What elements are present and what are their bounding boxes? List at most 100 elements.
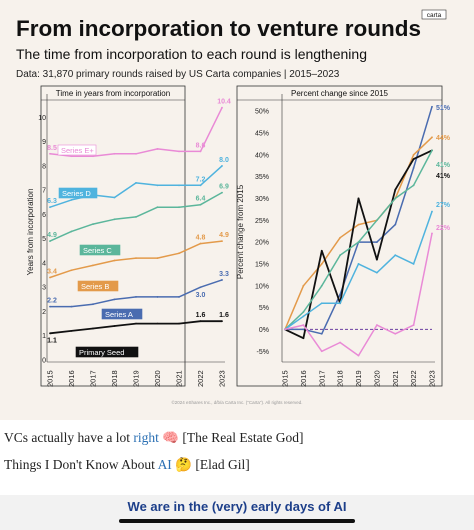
page-subtitle: The time from incorporation to each roun… — [16, 46, 367, 62]
data-point — [70, 230, 73, 233]
home-indicator[interactable] — [119, 519, 355, 523]
y-tick-label: 4 — [42, 260, 46, 267]
data-point — [320, 284, 323, 287]
data-point — [394, 223, 397, 226]
mid-value-label: 4.8 — [196, 235, 206, 242]
panel-time-in-years: Time in years from incorporation 0 1 2 3 4 5 6 7… — [26, 85, 231, 387]
data-point — [412, 263, 415, 265]
y-tick-label: 1 — [42, 333, 46, 340]
data-point — [302, 324, 305, 326]
data-point — [92, 155, 94, 158]
y-tick-label: 3 — [42, 285, 46, 292]
data-point — [284, 328, 286, 331]
data-point — [357, 263, 360, 265]
data-point — [199, 203, 202, 206]
data-point — [412, 158, 415, 161]
data-point — [221, 320, 223, 323]
start-value-label: 6.3 — [47, 198, 57, 205]
series-name-label: Series A — [105, 310, 133, 319]
data-point — [431, 149, 433, 152]
start-value-label: 2.2 — [47, 298, 57, 305]
data-point — [302, 284, 305, 287]
y-tick-label: 40% — [255, 152, 269, 159]
y-tick-label: -5% — [257, 349, 269, 356]
right-link[interactable]: right — [133, 430, 159, 445]
bottom-title[interactable]: We are in the (very) early days of AI — [127, 499, 347, 514]
x-tick-label: 2022 — [196, 370, 205, 387]
data-point — [135, 257, 137, 260]
x-tick-label: 2015 — [46, 370, 55, 387]
data-point — [113, 298, 116, 301]
start-value-label: 8.5 — [47, 145, 57, 152]
page-title: From incorporation to venture rounds — [16, 16, 421, 41]
data-point — [375, 271, 378, 274]
y-tick-label: 25% — [255, 218, 269, 225]
panel-frame — [40, 85, 186, 387]
x-tick-label: 2019 — [354, 370, 363, 387]
data-point — [199, 242, 202, 245]
thinking-emoji-icon: 🤔 — [175, 457, 192, 472]
y-tick-label: 5 — [42, 236, 46, 243]
reading-item-1: VCs actually have a lot right 🧠 [The Rea… — [4, 430, 303, 446]
end-value-label: 4.9 — [219, 232, 229, 239]
data-point — [135, 152, 137, 155]
data-point — [375, 219, 378, 222]
data-point — [320, 302, 323, 305]
end-value-label: 51% — [436, 105, 451, 112]
series-name-tag — [101, 308, 143, 320]
data-point — [302, 311, 305, 313]
x-tick-label: 2020 — [153, 370, 162, 387]
x-tick-label: 2017 — [317, 370, 326, 387]
data-point — [113, 196, 116, 199]
data-point — [320, 350, 323, 353]
y-tick-label: 15% — [255, 261, 269, 268]
data-point — [199, 320, 202, 323]
panel-percent-change: Percent change since 2015 -5% 0% 5% 10% 15% 20… — [236, 85, 451, 387]
reading-item-1-prefix: VCs actually have a lot — [4, 430, 134, 445]
x-tick-label: 2023 — [428, 370, 437, 387]
series-name-label: Series E+ — [61, 146, 94, 155]
data-point — [394, 188, 397, 191]
series-name-label: Series B — [81, 282, 109, 291]
data-point — [156, 206, 159, 209]
data-point — [221, 279, 223, 281]
y-tick-label: 7 — [42, 188, 46, 195]
y-axis-label: Percent change from 2015 — [236, 184, 245, 279]
end-value-label: 22% — [436, 225, 451, 232]
ai-link[interactable]: AI — [157, 457, 172, 472]
data-point — [339, 254, 342, 257]
data-point — [92, 327, 94, 330]
mid-value-label: 8.6 — [196, 142, 206, 149]
x-tick-label: 2019 — [132, 370, 141, 387]
data-point — [70, 198, 73, 201]
data-point — [339, 293, 342, 296]
data-point — [156, 184, 159, 187]
data-point — [49, 276, 51, 279]
data-point — [70, 155, 73, 158]
mid-value-label: 3.0 — [196, 292, 206, 299]
data-point — [156, 148, 159, 150]
data-point — [92, 264, 94, 267]
y-tick-label: 0% — [259, 327, 269, 334]
y-tick-label: 20% — [255, 240, 269, 247]
data-point — [199, 286, 202, 289]
data-point — [221, 240, 223, 243]
data-point — [135, 322, 137, 325]
y-tick-label: 0 — [42, 358, 46, 365]
data-point — [113, 152, 116, 155]
footer-credit: ©2024 eShares Inc., d/b/a Carta Inc. ("C… — [171, 399, 302, 405]
series-name-label: Series D — [62, 189, 91, 198]
data-point — [339, 341, 342, 344]
x-tick-label: 2016 — [67, 370, 76, 387]
data-point — [320, 249, 323, 252]
data-point — [412, 153, 415, 156]
data-point — [113, 325, 116, 327]
data-point — [156, 296, 159, 298]
data-point — [92, 223, 94, 226]
data-point — [375, 258, 378, 261]
data-point — [156, 257, 159, 260]
data-point — [178, 296, 180, 298]
data-point — [302, 328, 305, 331]
data-point — [394, 332, 397, 335]
data-point — [302, 315, 305, 318]
